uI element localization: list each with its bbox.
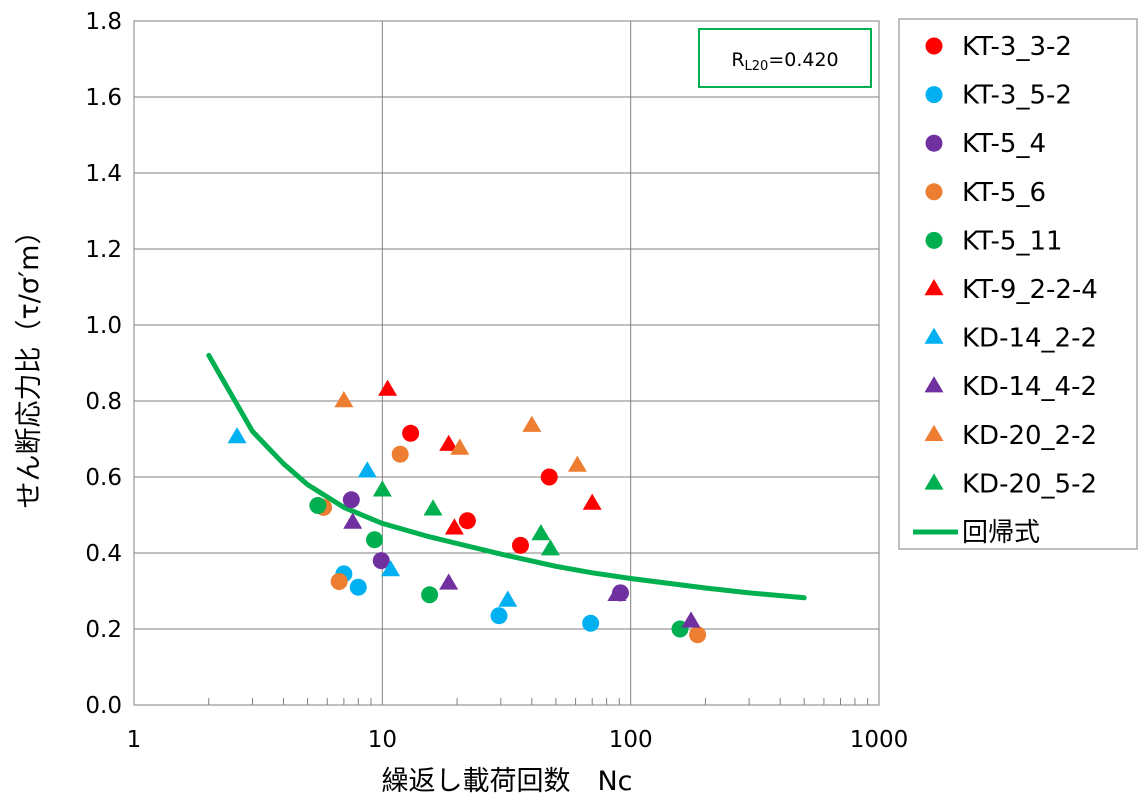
annotation-prefix: R — [731, 49, 744, 71]
legend-marker — [925, 134, 943, 152]
data-point — [540, 539, 560, 556]
legend-label: KT-5_6 — [962, 178, 1046, 208]
data-point — [372, 480, 392, 497]
legend-marker — [924, 424, 944, 441]
data-point — [681, 611, 701, 628]
x-tick-label: 10 — [368, 727, 397, 753]
x-tick-label: 1 — [127, 727, 142, 753]
grid — [134, 21, 879, 705]
legend-label: KD-20_2-2 — [962, 421, 1097, 451]
y-tick-label: 1.8 — [85, 9, 122, 35]
legend-marker — [925, 183, 943, 201]
legend-label: KD-20_5-2 — [962, 469, 1097, 499]
x-tick-label: 1000 — [850, 727, 909, 753]
legend-label: 回帰式 — [962, 518, 1040, 548]
data-point — [378, 379, 398, 396]
y-tick-label: 0.8 — [85, 389, 122, 415]
data-point — [498, 590, 518, 607]
data-point — [366, 531, 384, 549]
y-tick-label: 0.4 — [85, 541, 122, 567]
y-tick-label: 0.0 — [85, 693, 122, 719]
legend: KT-3_3-2 KT-3_5-2 KT-5_4 KT-5_6 KT-5_11 KT-9_… — [898, 18, 1138, 550]
data-point — [439, 573, 459, 590]
data-point — [567, 455, 587, 472]
y-tick-label: 1.6 — [85, 85, 122, 111]
data-point — [607, 584, 627, 601]
legend-label: KD-14_2-2 — [962, 324, 1097, 354]
legend-marker — [924, 473, 944, 490]
legend-marker — [924, 376, 944, 393]
data-point — [391, 445, 409, 463]
data-point — [531, 524, 551, 541]
y-tick-label: 0.2 — [85, 617, 122, 643]
data-point — [342, 491, 360, 509]
regression-line — [206, 352, 807, 601]
data-point — [421, 586, 439, 604]
annotation-subscript: L20 — [745, 59, 769, 74]
data-point — [444, 518, 464, 535]
data-point — [511, 536, 529, 554]
legend-marker — [925, 231, 943, 249]
y-tick-label: 1.0 — [85, 313, 122, 339]
data-point — [357, 461, 377, 478]
legend-label: KT-5_4 — [962, 129, 1046, 159]
data-point — [423, 499, 443, 516]
legend-marker — [925, 37, 943, 55]
data-point — [309, 497, 327, 514]
x-tick-label: 100 — [609, 727, 653, 753]
legend-label: KT-5_11 — [962, 226, 1063, 256]
data-point — [689, 626, 707, 644]
regression-curve-layer — [206, 352, 807, 601]
data-point — [582, 493, 602, 510]
legend-label: KD-14_4-2 — [962, 372, 1097, 402]
legend-frame — [898, 18, 1138, 550]
y-tick-label: 0.6 — [85, 465, 122, 491]
data-point — [439, 434, 459, 451]
data-point — [540, 468, 558, 486]
data-point — [450, 438, 470, 455]
y-axis-title: せん断応力比（τ/σ′m） — [14, 218, 45, 509]
data-point — [402, 424, 420, 442]
x-axis-title: 繰返し載荷回数 Nc — [381, 766, 632, 797]
legend-marker — [924, 279, 944, 296]
legend-label: KT-9_2-2-4 — [962, 275, 1098, 305]
data-point — [381, 560, 401, 577]
data-point — [330, 573, 348, 590]
data-point — [490, 607, 508, 625]
data-point — [227, 427, 247, 444]
axis-ticks: 0.0 0.2 0.4 0.6 0.8 1.0 1.2 1.4 1.6 1.8 1 10 100 1000 — [85, 9, 908, 753]
legend-label: KT-3_3-2 — [962, 32, 1072, 62]
data-point — [522, 415, 542, 432]
annotation-box: RL20=0.420 — [698, 28, 872, 88]
annotation-value: =0.420 — [768, 49, 838, 71]
data-point — [372, 552, 390, 570]
plot-frame — [133, 20, 880, 706]
data-point — [334, 391, 354, 408]
y-tick-label: 1.2 — [85, 237, 122, 263]
data-points — [227, 379, 707, 644]
legend-marker — [925, 86, 943, 104]
data-point — [343, 512, 363, 529]
data-point — [349, 578, 367, 596]
data-point — [458, 512, 476, 530]
legend-marker — [924, 327, 944, 344]
svg-text:RL20=0.420: RL20=0.420 — [731, 49, 838, 74]
data-point — [582, 614, 600, 632]
legend-label: KT-3_5-2 — [962, 81, 1072, 111]
y-tick-label: 1.4 — [85, 161, 122, 187]
